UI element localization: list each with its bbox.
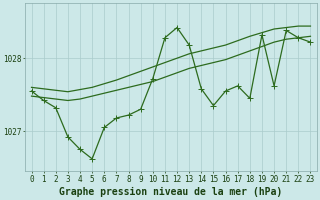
X-axis label: Graphe pression niveau de la mer (hPa): Graphe pression niveau de la mer (hPa) bbox=[60, 186, 283, 197]
